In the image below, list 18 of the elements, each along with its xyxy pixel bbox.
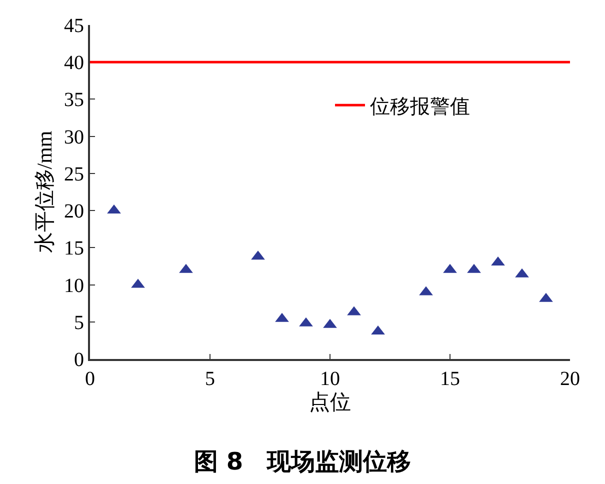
y-tick-label: 10 xyxy=(64,274,84,297)
x-tick-label: 10 xyxy=(320,368,340,390)
x-axis-title: 点位 xyxy=(309,390,351,414)
y-tick-label: 20 xyxy=(64,200,84,223)
y-tick-label: 25 xyxy=(64,163,84,186)
legend-label: 位移报警值 xyxy=(370,96,470,118)
y-tick-label: 5 xyxy=(74,312,84,334)
x-tick-label: 20 xyxy=(560,368,580,390)
x-tick-label: 15 xyxy=(440,368,460,390)
x-tick-label: 5 xyxy=(205,368,215,390)
y-tick-label: 15 xyxy=(64,238,84,260)
y-axis-title: 水平位移/mm xyxy=(32,130,57,254)
text: 图 8 现场监测位移 xyxy=(194,447,412,476)
y-tick-label: 30 xyxy=(64,126,84,148)
y-tick-label: 35 xyxy=(64,89,84,112)
y-tick-label: 40 xyxy=(64,52,84,74)
y-tick-label: 45 xyxy=(64,15,84,37)
y-tick-label: 0 xyxy=(74,349,84,371)
